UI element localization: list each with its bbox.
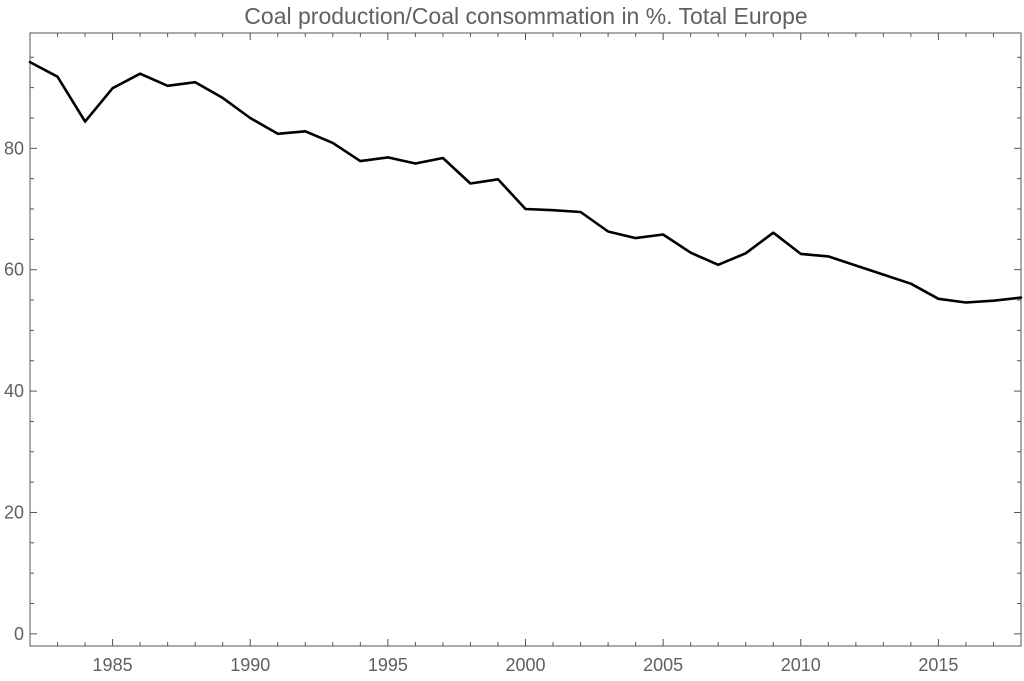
x-tick-label: 2010: [781, 655, 821, 675]
x-tick-label: 2000: [505, 655, 545, 675]
series-layer: [28, 60, 1023, 304]
tick-marks: [29, 33, 1022, 646]
x-tick-label: 1995: [368, 655, 408, 675]
x-tick-label: 2015: [918, 655, 958, 675]
x-tick-label: 1990: [230, 655, 270, 675]
y-tick-label: 20: [4, 502, 24, 522]
y-tick-label: 0: [14, 624, 24, 644]
x-tick-label: 2005: [643, 655, 683, 675]
y-tick-labels: 0 20 40 60 80: [4, 138, 24, 644]
plot-frame: [29, 32, 1022, 647]
chart-title: Coal production/Coal consommation in %. …: [244, 3, 807, 29]
x-tick-labels: 1985 1990 1995 2000 2005 2010 2015: [93, 655, 959, 675]
x-tick-label: 1985: [93, 655, 133, 675]
y-tick-label: 40: [4, 381, 24, 401]
y-tick-label: 80: [4, 138, 24, 158]
y-tick-label: 60: [4, 260, 24, 280]
series-line: [28, 60, 1023, 304]
